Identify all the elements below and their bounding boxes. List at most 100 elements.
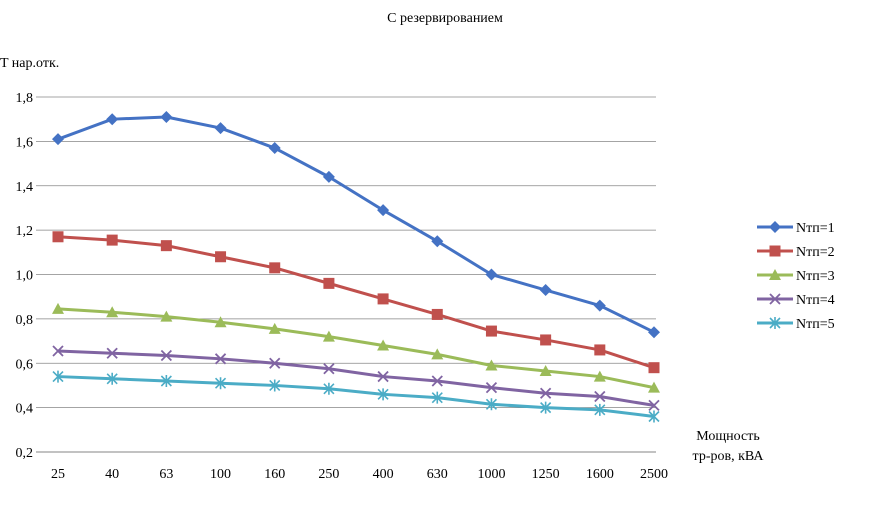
x-tick-label: 250 bbox=[318, 467, 339, 482]
star-marker bbox=[769, 317, 781, 329]
x-marker bbox=[269, 357, 281, 369]
diamond-marker bbox=[268, 142, 281, 155]
triangle-marker bbox=[322, 330, 335, 342]
series-1 bbox=[52, 110, 660, 339]
square-marker bbox=[106, 234, 118, 246]
diamond-marker bbox=[431, 235, 444, 248]
star-marker bbox=[594, 403, 606, 416]
triangle-marker bbox=[769, 269, 781, 280]
series-3 bbox=[52, 302, 660, 393]
series-line bbox=[57, 307, 655, 390]
star-marker bbox=[540, 401, 552, 414]
triangle-marker bbox=[268, 322, 281, 334]
x-marker bbox=[214, 353, 227, 365]
star-marker bbox=[160, 375, 172, 387]
y-axis-label: T нар.отк. bbox=[0, 56, 59, 71]
diamond-marker bbox=[769, 221, 781, 233]
legend-item: Nтп=4 bbox=[757, 293, 835, 308]
diamond-marker bbox=[160, 110, 173, 123]
x-marker bbox=[160, 349, 173, 362]
diamond-marker bbox=[593, 299, 606, 312]
x-tick-label: 2500 bbox=[640, 467, 668, 482]
triangle-marker bbox=[593, 370, 606, 382]
series-line bbox=[57, 375, 655, 418]
x-marker bbox=[323, 363, 335, 375]
x-axis-label-line2: тр-ров, кВА bbox=[693, 449, 765, 464]
star-marker bbox=[323, 382, 335, 395]
triangle-marker bbox=[485, 359, 498, 371]
legend-item: Nтп=3 bbox=[757, 269, 835, 284]
x-tick-label: 63 bbox=[159, 467, 173, 482]
star-marker bbox=[648, 410, 660, 423]
legend-label: Nтп=2 bbox=[796, 245, 835, 260]
square-marker bbox=[594, 344, 606, 356]
x-marker bbox=[648, 399, 660, 412]
star-marker bbox=[485, 398, 498, 411]
square-marker bbox=[269, 262, 281, 274]
square-marker bbox=[323, 277, 335, 289]
x-tick-label: 400 bbox=[373, 467, 394, 482]
star-marker bbox=[106, 372, 118, 385]
square-marker bbox=[769, 245, 781, 257]
y-tick-label: 1,4 bbox=[16, 180, 34, 195]
y-tick-label: 0,6 bbox=[16, 357, 34, 372]
triangle-marker bbox=[106, 306, 119, 318]
chart-title: С резервированием bbox=[387, 11, 503, 26]
diamond-marker bbox=[214, 122, 227, 135]
star-marker bbox=[52, 370, 64, 383]
x-marker bbox=[106, 347, 118, 359]
x-tick-label: 1600 bbox=[586, 467, 614, 482]
legend-label: Nтп=5 bbox=[796, 317, 835, 332]
series-4 bbox=[52, 345, 660, 412]
x-tick-label: 1250 bbox=[532, 467, 560, 482]
series-line bbox=[57, 349, 655, 407]
triangle-marker bbox=[648, 381, 660, 393]
triangle-marker bbox=[539, 365, 552, 377]
square-marker bbox=[215, 251, 227, 263]
legend-item: Nтп=2 bbox=[757, 245, 835, 260]
legend-item: Nтп=1 bbox=[757, 221, 835, 236]
y-tick-label: 1,2 bbox=[16, 224, 34, 239]
x-tick-label: 100 bbox=[210, 467, 231, 482]
x-tick-label: 25 bbox=[51, 467, 65, 482]
x-marker bbox=[52, 345, 64, 357]
triangle-marker bbox=[377, 339, 390, 351]
square-marker bbox=[160, 240, 172, 252]
diamond-marker bbox=[539, 284, 552, 297]
x-axis-label-line1: Мощность bbox=[696, 429, 759, 444]
star-marker bbox=[431, 391, 443, 404]
series-5 bbox=[52, 370, 660, 423]
y-tick-label: 1,8 bbox=[16, 91, 34, 106]
triangle-marker bbox=[214, 316, 227, 328]
star-marker bbox=[377, 388, 389, 401]
diamond-marker bbox=[322, 170, 335, 183]
x-marker bbox=[769, 293, 781, 305]
legend-label: Nтп=4 bbox=[796, 293, 835, 308]
legend-item: Nтп=5 bbox=[757, 317, 835, 332]
y-tick-label: 0,8 bbox=[16, 313, 34, 328]
x-marker bbox=[431, 375, 443, 387]
y-tick-label: 0,2 bbox=[16, 446, 34, 461]
diamond-marker bbox=[648, 326, 660, 339]
x-marker bbox=[377, 370, 389, 383]
legend-label: Nтп=3 bbox=[796, 269, 835, 284]
x-marker bbox=[485, 382, 498, 394]
x-tick-label: 160 bbox=[264, 467, 285, 482]
square-marker bbox=[431, 308, 443, 320]
diamond-marker bbox=[485, 268, 498, 281]
triangle-marker bbox=[431, 348, 444, 360]
series-2 bbox=[52, 231, 660, 374]
x-tick-label: 630 bbox=[427, 467, 448, 482]
diamond-marker bbox=[106, 113, 119, 126]
y-tick-label: 1,6 bbox=[16, 135, 34, 150]
legend-label: Nтп=1 bbox=[796, 221, 835, 236]
series-line bbox=[57, 235, 655, 370]
x-tick-label: 40 bbox=[105, 467, 119, 482]
x-tick-label: 1000 bbox=[477, 467, 505, 482]
y-tick-label: 0,4 bbox=[16, 402, 34, 417]
y-tick-label: 1,0 bbox=[16, 269, 34, 284]
diamond-marker bbox=[377, 204, 390, 217]
square-marker bbox=[52, 231, 64, 243]
series-line bbox=[57, 115, 655, 334]
